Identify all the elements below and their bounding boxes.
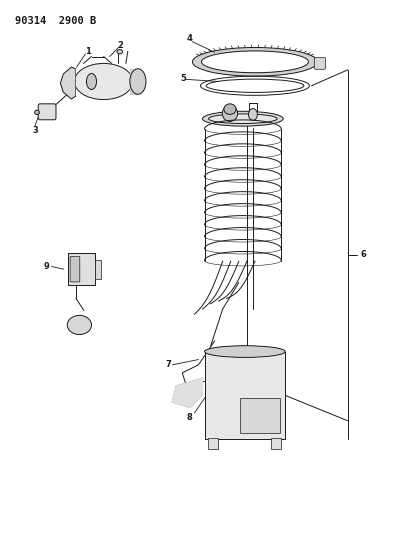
FancyBboxPatch shape [240, 398, 280, 433]
FancyBboxPatch shape [205, 352, 285, 439]
Ellipse shape [86, 74, 96, 90]
Text: 9: 9 [44, 262, 49, 271]
Text: 5: 5 [180, 74, 186, 83]
Ellipse shape [67, 316, 92, 335]
Ellipse shape [222, 106, 238, 122]
Text: 8: 8 [186, 413, 192, 422]
Ellipse shape [224, 104, 236, 115]
Text: 4: 4 [187, 34, 192, 43]
Polygon shape [172, 378, 202, 407]
Text: 6: 6 [360, 250, 366, 259]
Ellipse shape [209, 114, 277, 124]
Polygon shape [60, 67, 75, 99]
FancyBboxPatch shape [271, 438, 281, 449]
Text: 3: 3 [32, 126, 38, 135]
Text: 2: 2 [117, 42, 124, 51]
Text: 7: 7 [165, 360, 171, 369]
FancyBboxPatch shape [314, 58, 326, 69]
FancyBboxPatch shape [95, 260, 101, 279]
Text: 90314  2900 B: 90314 2900 B [15, 15, 96, 26]
Text: 1: 1 [85, 47, 90, 55]
Ellipse shape [75, 63, 133, 100]
FancyBboxPatch shape [70, 256, 80, 282]
FancyBboxPatch shape [208, 438, 218, 449]
FancyBboxPatch shape [68, 253, 95, 285]
Ellipse shape [249, 109, 258, 120]
Ellipse shape [205, 346, 285, 358]
Ellipse shape [130, 69, 146, 94]
Polygon shape [130, 69, 138, 94]
Ellipse shape [202, 111, 283, 126]
Polygon shape [192, 47, 318, 76]
FancyBboxPatch shape [38, 104, 56, 120]
Ellipse shape [117, 50, 123, 54]
Ellipse shape [34, 110, 39, 115]
